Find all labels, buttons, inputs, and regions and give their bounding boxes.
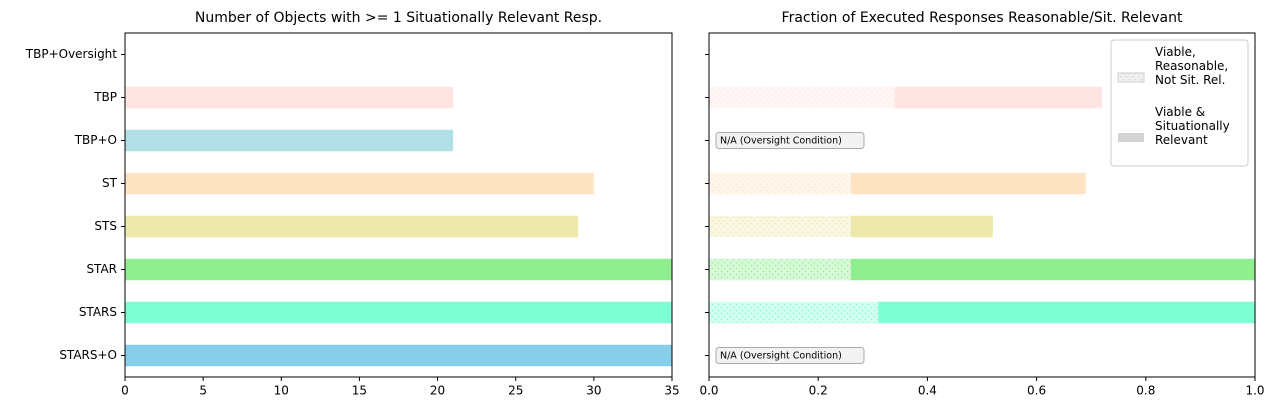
x-tick-label: 0 <box>121 384 129 398</box>
x-tick-label: 10 <box>274 384 289 398</box>
bar-segment <box>850 258 1255 281</box>
bar-segment <box>878 301 1255 324</box>
bar <box>125 301 672 324</box>
axes-frame <box>124 32 673 378</box>
annotation: N/A (Oversight Condition) <box>715 132 865 149</box>
bar-segment <box>709 172 851 195</box>
y-tick-label: TBP <box>93 90 117 104</box>
y-tick-label: STARS+O <box>59 348 117 362</box>
annotation-box <box>715 132 865 149</box>
x-tick-label: 0.6 <box>1027 384 1046 398</box>
bar-segment <box>850 215 993 238</box>
x-tick-label: 0.8 <box>1136 384 1155 398</box>
y-tick-label: STARS <box>79 305 117 319</box>
chart-title: Fraction of Executed Responses Reasonabl… <box>782 10 1183 26</box>
bar-segment <box>709 215 851 238</box>
bar-segment <box>850 172 1086 195</box>
annotation-box <box>715 347 865 364</box>
y-tick-label: TBP+Oversight <box>25 47 118 61</box>
y-tick-label: ST <box>102 176 118 190</box>
x-tick-label: 0.4 <box>918 384 937 398</box>
x-tick-label: 0.0 <box>699 384 718 398</box>
x-tick-label: 20 <box>430 384 445 398</box>
legend-label: Viable, Reasonable, Not Sit. Rel. <box>1155 45 1228 87</box>
y-tick-label: STAR <box>86 262 117 276</box>
x-tick-label: 5 <box>199 384 207 398</box>
legend-swatch <box>1117 72 1145 83</box>
y-tick-label: TBP+O <box>74 133 117 147</box>
annotation-text: N/A (Oversight Condition) <box>720 351 842 362</box>
bar-segment <box>709 301 879 324</box>
bar <box>125 172 594 195</box>
bar <box>125 129 454 152</box>
bar <box>125 215 579 238</box>
axes-frame <box>708 32 1256 378</box>
x-tick-label: 15 <box>352 384 367 398</box>
x-tick-label: 1.0 <box>1245 384 1264 398</box>
annotation: N/A (Oversight Condition) <box>715 347 865 364</box>
legend-box <box>1110 39 1249 167</box>
x-tick-label: 35 <box>664 384 679 398</box>
bar-segment <box>894 86 1103 109</box>
legend-swatch <box>1118 133 1144 142</box>
x-tick-label: 25 <box>508 384 523 398</box>
x-tick-label: 30 <box>586 384 601 398</box>
bar <box>125 86 454 109</box>
bar-segment <box>709 86 895 109</box>
annotation-text: N/A (Oversight Condition) <box>720 136 842 147</box>
legend-label: Viable & Situationally Relevant <box>1155 105 1230 147</box>
bar <box>125 258 672 281</box>
x-tick-label: 0.2 <box>809 384 828 398</box>
bar-segment <box>709 258 851 281</box>
chart-title: Number of Objects with >= 1 Situationall… <box>195 10 602 26</box>
bar <box>125 344 672 367</box>
y-tick-label: STS <box>94 219 117 233</box>
